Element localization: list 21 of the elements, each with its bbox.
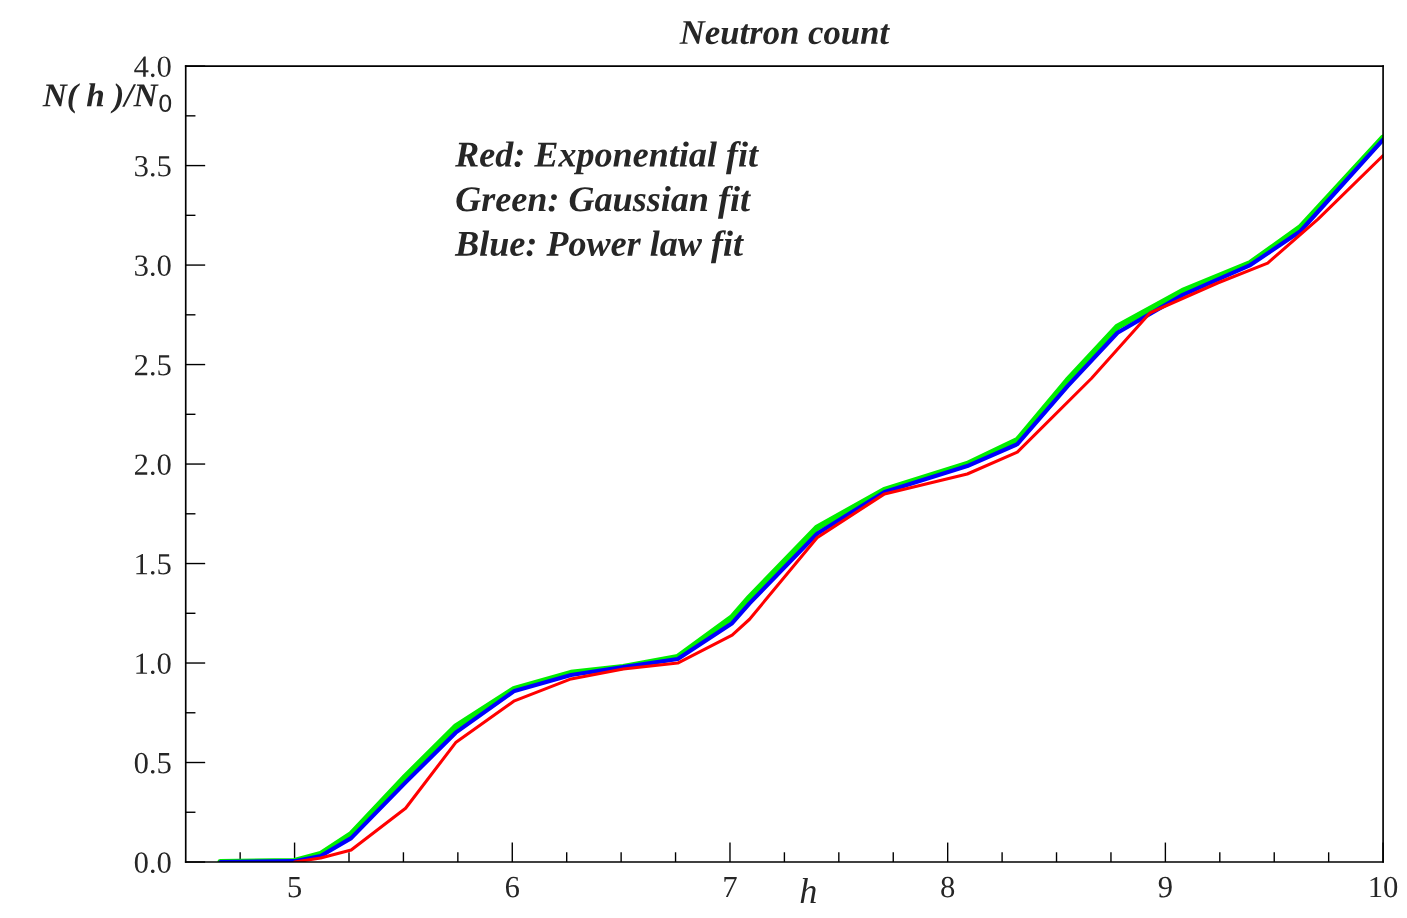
annotation: Red: Exponential fit	[455, 141, 759, 175]
y-axis-title: N( h )/N$_{0}$	[42, 83, 172, 114]
y-tick-label: 3.0	[135, 255, 171, 277]
y-tick-label: 1.0	[136, 653, 171, 675]
y-tick-label: 4.0	[134, 56, 171, 78]
y-tick-label: 2.5	[134, 354, 171, 376]
y-tick-label: 2.0	[134, 454, 171, 476]
annotation: Green: Gaussian fit	[456, 185, 751, 219]
chart-title: Neutron count	[679, 21, 890, 45]
y-tick-label: 3.5	[135, 155, 171, 177]
annotation: Blue: Power law fit	[454, 230, 744, 264]
x-tick-label: 5	[288, 877, 302, 898]
x-tick-label: 8	[941, 876, 955, 898]
x-tick-label: 10	[1370, 876, 1398, 898]
x-tick-label: 9	[1158, 876, 1172, 898]
x-axis-title: h	[800, 877, 816, 903]
y-tick-label: 1.5	[136, 553, 171, 575]
y-tick-label: 0.5	[134, 752, 171, 774]
x-tick-label: 6	[505, 876, 519, 898]
x-tick-label: 7	[724, 877, 737, 898]
y-tick-label: 0.0	[134, 852, 171, 874]
